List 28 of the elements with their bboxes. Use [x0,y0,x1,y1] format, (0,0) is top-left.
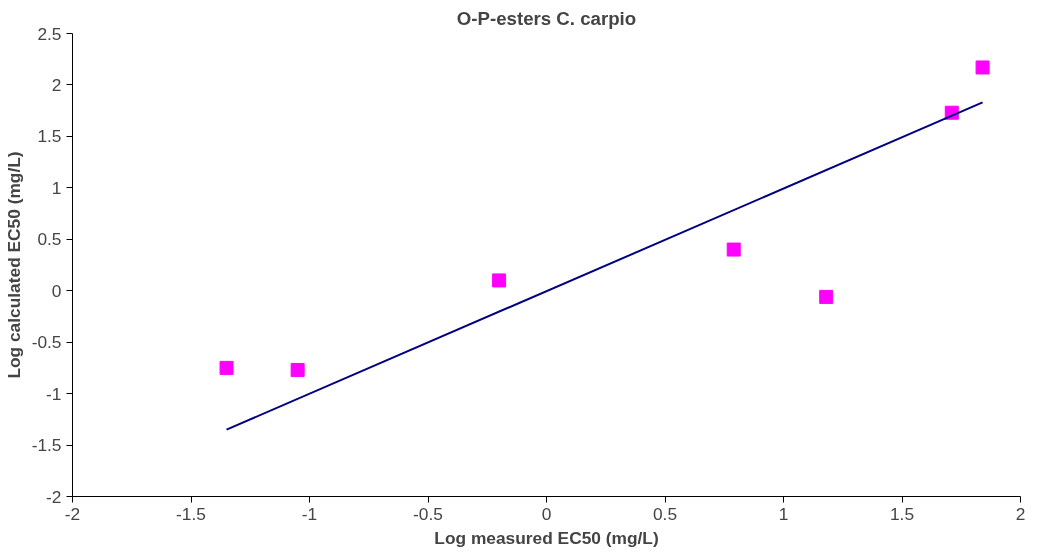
x-axis-title: Log measured EC50 (mg/L) [434,527,659,548]
chart-title: O-P-esters C. carpio [456,7,637,29]
point [219,360,234,375]
x-tick-label: -2 [64,503,81,524]
y-tick-label: 1.5 [37,126,62,147]
y-tick-label: 1 [51,177,62,198]
y-tick-label: -1.5 [31,435,62,456]
x-tick-label: 1.5 [889,503,915,524]
y-tick-label: 0 [51,280,62,301]
y-tick-label: 2 [51,74,62,95]
y-tick-label: 2.5 [37,23,62,44]
x-tick-label: -0.5 [413,503,443,524]
x-tick-label: 2 [1015,503,1026,524]
x-tick-label: 1 [778,503,789,524]
point [726,242,741,257]
point [819,289,834,304]
y-tick-label: -1 [46,383,62,404]
y-tick-label: 0.5 [37,229,62,250]
point [975,60,990,75]
point [492,273,507,288]
x-tick-label: 0.5 [652,503,678,524]
x-tick-label: -1 [301,503,318,524]
point [290,362,305,377]
y-tick-label: -2 [46,486,62,507]
x-tick-label: -1.5 [176,503,206,524]
y-axis-title: Log calculated EC50 (mg/L) [3,151,24,379]
y-tick-label: -0.5 [31,332,62,353]
x-tick-label: 0 [541,503,552,524]
